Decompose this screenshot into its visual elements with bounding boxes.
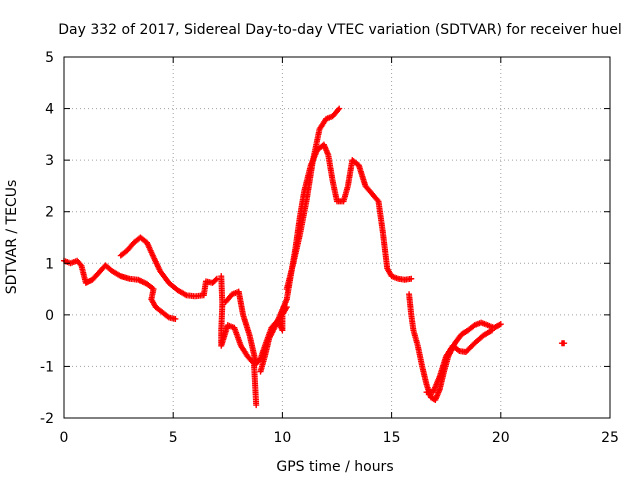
data-point-track-2 <box>212 276 219 283</box>
x-tick-label: 10 <box>273 430 291 446</box>
y-axis-label: SDTVAR / TECUs <box>4 180 20 295</box>
data-point-track-1 <box>172 315 179 322</box>
y-tick-label: -1 <box>40 359 54 375</box>
data-point-track-2 <box>213 275 220 282</box>
x-tick-label: 15 <box>383 430 401 446</box>
x-tick-label: 5 <box>169 430 178 446</box>
y-tick-label: 3 <box>45 153 54 169</box>
plot-frame <box>63 56 611 419</box>
y-tick-label: 0 <box>45 308 54 324</box>
y-tick-label: 5 <box>45 50 54 66</box>
x-tick-label: 0 <box>60 430 69 446</box>
data-point-track-6 <box>336 105 343 112</box>
data-point-isolated <box>561 340 568 347</box>
data-point-track-3 <box>253 402 260 409</box>
data-point-track-5 <box>374 197 381 204</box>
data-point-track-8 <box>489 327 496 334</box>
x-tick-label: 20 <box>492 430 510 446</box>
data-point-track-7 <box>497 321 504 328</box>
data-points <box>61 105 568 409</box>
x-axis-label: GPS time / hours <box>276 459 393 475</box>
axis-ticks: 0 5 10 15 20 25 -2 -1 0 1 2 3 4 5 <box>40 50 619 446</box>
x-tick-label: 25 <box>601 430 619 446</box>
data-point-track-6 <box>335 106 342 113</box>
data-point-track-5 <box>408 275 415 282</box>
y-tick-label: -2 <box>40 411 54 427</box>
y-tick-label: 4 <box>45 102 54 118</box>
y-tick-label: 2 <box>45 205 54 221</box>
chart-title: Day 332 of 2017, Sidereal Day-to-day VTE… <box>58 22 621 38</box>
y-tick-label: 1 <box>45 256 54 272</box>
